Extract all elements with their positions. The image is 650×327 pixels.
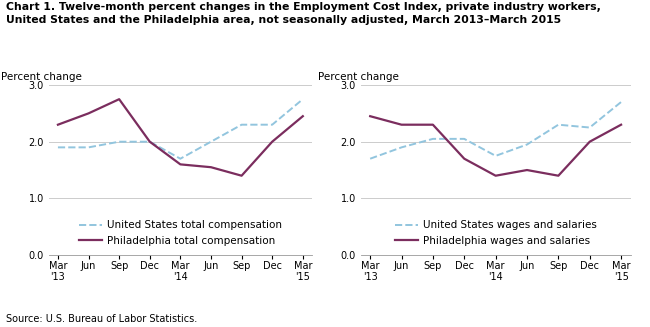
Philadelphia total compensation: [84, 112, 92, 115]
United States total compensation: [115, 140, 123, 144]
Legend: United States wages and salaries, Philadelphia wages and salaries: United States wages and salaries, Philad…: [391, 216, 601, 250]
Text: Chart 1. Twelve-month percent changes in the Employment Cost Index, private indu: Chart 1. Twelve-month percent changes in…: [6, 2, 601, 25]
United States total compensation: [54, 146, 62, 149]
United States wages and salaries: [460, 137, 468, 141]
Philadelphia wages and salaries: [523, 168, 531, 172]
United States wages and salaries: [554, 123, 562, 127]
Philadelphia wages and salaries: [554, 174, 562, 178]
United States wages and salaries: [618, 100, 625, 104]
Philadelphia wages and salaries: [586, 140, 593, 144]
Text: Percent change: Percent change: [318, 72, 398, 82]
United States total compensation: [177, 157, 185, 161]
United States total compensation: [299, 97, 307, 101]
Philadelphia wages and salaries: [491, 174, 499, 178]
Line: Philadelphia wages and salaries: Philadelphia wages and salaries: [370, 116, 621, 176]
Philadelphia wages and salaries: [618, 123, 625, 127]
Line: United States wages and salaries: United States wages and salaries: [370, 102, 621, 159]
Philadelphia total compensation: [115, 97, 123, 101]
United States wages and salaries: [366, 157, 374, 161]
United States wages and salaries: [491, 154, 499, 158]
Philadelphia total compensation: [177, 163, 185, 166]
Line: Philadelphia total compensation: Philadelphia total compensation: [58, 99, 303, 176]
Legend: United States total compensation, Philadelphia total compensation: United States total compensation, Philad…: [75, 216, 286, 250]
United States wages and salaries: [429, 137, 437, 141]
United States total compensation: [238, 123, 246, 127]
Philadelphia total compensation: [54, 123, 62, 127]
United States total compensation: [84, 146, 92, 149]
United States wages and salaries: [586, 126, 593, 129]
Text: Source: U.S. Bureau of Labor Statistics.: Source: U.S. Bureau of Labor Statistics.: [6, 314, 198, 324]
Text: Percent change: Percent change: [1, 72, 83, 82]
Philadelphia wages and salaries: [366, 114, 374, 118]
Philadelphia wages and salaries: [398, 123, 406, 127]
United States wages and salaries: [523, 143, 531, 146]
Philadelphia wages and salaries: [429, 123, 437, 127]
United States total compensation: [146, 140, 153, 144]
United States total compensation: [207, 140, 215, 144]
United States total compensation: [268, 123, 276, 127]
Philadelphia total compensation: [299, 114, 307, 118]
Line: United States total compensation: United States total compensation: [58, 99, 303, 159]
Philadelphia total compensation: [207, 165, 215, 169]
Philadelphia total compensation: [146, 140, 153, 144]
Philadelphia total compensation: [268, 140, 276, 144]
Philadelphia total compensation: [238, 174, 246, 178]
United States wages and salaries: [398, 146, 406, 149]
Philadelphia wages and salaries: [460, 157, 468, 161]
